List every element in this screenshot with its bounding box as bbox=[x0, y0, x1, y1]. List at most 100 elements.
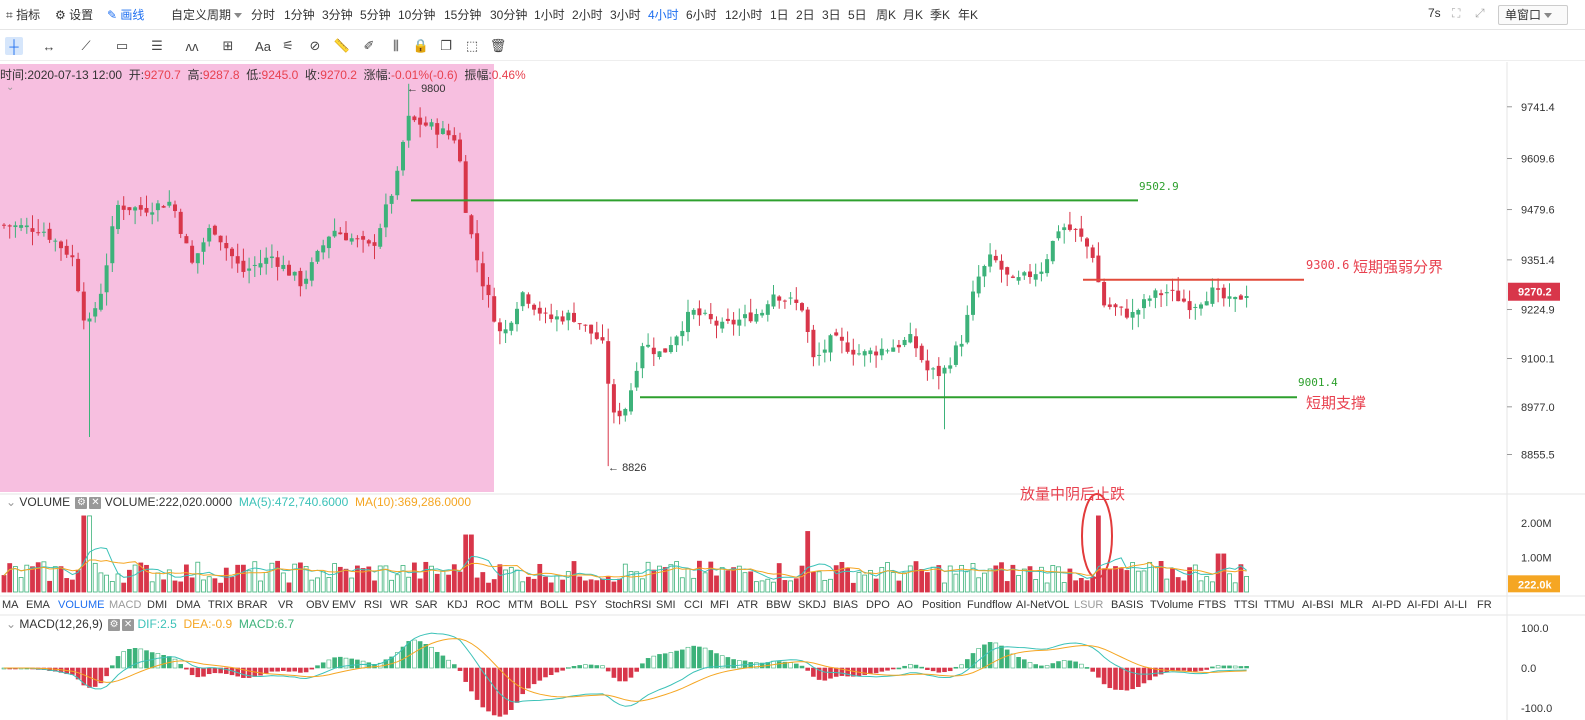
period-4[interactable]: 10分钟 bbox=[398, 8, 436, 22]
period-11[interactable]: 6小时 bbox=[686, 8, 717, 22]
indicator-tab-smi[interactable]: SMI bbox=[656, 599, 676, 611]
indicator-tab-ema[interactable]: EMA bbox=[26, 599, 50, 611]
period-1[interactable]: 1分钟 bbox=[284, 8, 315, 22]
indicator-tab-position[interactable]: Position bbox=[922, 599, 962, 611]
period-19[interactable]: 季K bbox=[930, 8, 951, 22]
indicator-tab-boll[interactable]: BOLL bbox=[540, 599, 569, 611]
period-2[interactable]: 3分钟 bbox=[322, 8, 353, 22]
period-0[interactable]: 分时 bbox=[251, 8, 276, 22]
screenshot-tool-icon[interactable]: ⬚ bbox=[465, 38, 479, 53]
collapse-chevron-icon[interactable]: ⌄ bbox=[6, 82, 15, 93]
lock-tool-icon[interactable]: 🔒 bbox=[412, 38, 430, 53]
trash-icon[interactable]: 🗑 bbox=[489, 38, 507, 53]
candlestick-chart[interactable]: 9741.4 9609.6 9479.6 9351.4 9224.9 9100.1 8977… bbox=[0, 62, 1585, 720]
collapse-chevron-icon[interactable]: ⌄ bbox=[6, 495, 17, 509]
indicator-tab-mtm[interactable]: MTM bbox=[508, 599, 534, 611]
settings-button[interactable]: ⚙ 设置 bbox=[55, 8, 94, 22]
gear-icon[interactable]: ⚙ bbox=[108, 618, 121, 631]
indicator-tab-dmi[interactable]: DMI bbox=[147, 599, 168, 611]
indicator-tab-vr[interactable]: VR bbox=[278, 599, 294, 611]
parallel-lines-tool-icon[interactable]: ☰ bbox=[151, 38, 163, 53]
gear-icon[interactable]: ⚙ bbox=[75, 496, 88, 509]
indicator-tab-obv[interactable]: OBV bbox=[306, 599, 330, 611]
indicator-tab-ao[interactable]: AO bbox=[897, 599, 913, 611]
indicator-tab-bbw[interactable]: BBW bbox=[766, 599, 792, 611]
indicator-tab-trix[interactable]: TRIX bbox=[208, 599, 234, 611]
period-8[interactable]: 2小时 bbox=[572, 8, 603, 22]
indicator-tab-volume[interactable]: VOLUME bbox=[58, 599, 105, 611]
indicator-tab-bias[interactable]: BIAS bbox=[833, 599, 859, 611]
indicator-tab-macd[interactable]: MACD bbox=[109, 599, 142, 611]
indicator-tab-brar[interactable]: BRAR bbox=[237, 599, 268, 611]
indicator-tab-cci[interactable]: CCI bbox=[684, 599, 703, 611]
indicator-tab-skdj[interactable]: SKDJ bbox=[798, 599, 827, 611]
period-10[interactable]: 4小时 bbox=[648, 8, 679, 22]
indicator-tab-emv[interactable]: EMV bbox=[332, 599, 356, 611]
gann-tool-icon[interactable]: ⫼ bbox=[393, 38, 399, 53]
period-13[interactable]: 1日 bbox=[770, 8, 789, 22]
indicator-tab-kdj[interactable]: KDJ bbox=[447, 599, 468, 611]
indicator-tab-mfi[interactable]: MFI bbox=[710, 599, 729, 611]
period-9[interactable]: 3小时 bbox=[610, 8, 641, 22]
period-14[interactable]: 2日 bbox=[796, 8, 815, 22]
copy-tool-icon[interactable]: ❐ bbox=[440, 38, 452, 53]
period-7[interactable]: 1小时 bbox=[534, 8, 565, 22]
indicator-tab-roc[interactable]: ROC bbox=[476, 599, 501, 611]
indicator-tab-mlr[interactable]: MLR bbox=[1340, 599, 1364, 611]
indicator-tab-ai-pd[interactable]: AI-PD bbox=[1372, 599, 1402, 611]
indicator-tab-rsi[interactable]: RSI bbox=[364, 599, 383, 611]
window-mode-select[interactable]: 单窗口 bbox=[1498, 5, 1568, 25]
indicator-tab-ai-bsi[interactable]: AI-BSI bbox=[1302, 599, 1334, 611]
period-5[interactable]: 15分钟 bbox=[444, 8, 482, 22]
indicator-tab-ai-netvol[interactable]: AI-NetVOL bbox=[1016, 599, 1070, 611]
custom-period-dropdown[interactable]: 自定义周期 bbox=[171, 6, 243, 23]
period-12[interactable]: 12小时 bbox=[725, 8, 763, 22]
horizontal-segment-tool-icon[interactable]: ↔ bbox=[42, 38, 56, 54]
indicator-tab-basis[interactable]: BASIS bbox=[1111, 599, 1144, 611]
close-icon[interactable]: ✕ bbox=[122, 618, 135, 631]
indicator-tab-ai-li[interactable]: AI-LI bbox=[1444, 599, 1468, 611]
indicator-tab-tvolume[interactable]: TVolume bbox=[1150, 599, 1194, 611]
indicator-tab-fr[interactable]: FR bbox=[1477, 599, 1492, 611]
indicator-tab-ai-fdi[interactable]: AI-FDI bbox=[1407, 599, 1439, 611]
text-tool-icon[interactable]: Aa bbox=[255, 38, 271, 54]
period-17[interactable]: 周K bbox=[876, 8, 897, 22]
indicator-tab-ttmu[interactable]: TTMU bbox=[1264, 599, 1295, 611]
measure-tool-icon[interactable]: ⊞ bbox=[222, 38, 234, 53]
wave-tool-icon[interactable]: ʌʌ bbox=[185, 38, 199, 54]
fullscreen-icon[interactable]: ⛶ bbox=[1452, 6, 1461, 20]
magnet-tool-icon[interactable]: ⊘ bbox=[309, 38, 321, 53]
fib-tool-icon[interactable]: ⚟ bbox=[282, 38, 294, 53]
period-6[interactable]: 30分钟 bbox=[490, 8, 528, 22]
expand-icon[interactable]: ⤢ bbox=[1475, 6, 1485, 20]
macd-bar-155 bbox=[885, 667, 890, 671]
indicator-tab-sar[interactable]: SAR bbox=[415, 599, 438, 611]
period-18[interactable]: 月K bbox=[903, 8, 924, 22]
indicator-tab-psy[interactable]: PSY bbox=[575, 599, 598, 611]
volume-bar-139 bbox=[793, 578, 799, 593]
indicator-tab-stochrsi[interactable]: StochRSI bbox=[605, 599, 652, 611]
collapse-chevron-icon[interactable]: ⌄ bbox=[6, 617, 17, 631]
indicator-tab-dma[interactable]: DMA bbox=[176, 599, 201, 611]
indicator-tab-ftbs[interactable]: FTBS bbox=[1198, 599, 1227, 611]
period-3[interactable]: 5分钟 bbox=[360, 8, 391, 22]
indicator-tab-atr[interactable]: ATR bbox=[737, 599, 759, 611]
close-icon[interactable]: ✕ bbox=[89, 496, 102, 509]
ruler-tool-icon[interactable]: 📏 bbox=[333, 38, 351, 53]
indicator-tab-wr[interactable]: WR bbox=[390, 599, 409, 611]
indicator-tab-dpo[interactable]: DPO bbox=[866, 599, 890, 611]
period-20[interactable]: 年K bbox=[958, 8, 979, 22]
rectangle-tool-icon[interactable]: ▭ bbox=[115, 38, 129, 53]
candle-17 bbox=[98, 293, 103, 310]
indicator-tab-ttsi[interactable]: TTSI bbox=[1234, 599, 1258, 611]
period-16[interactable]: 5日 bbox=[848, 8, 867, 22]
indicator-tab-ma[interactable]: MA bbox=[2, 599, 19, 611]
trend-line-tool-icon[interactable]: ⟋ bbox=[81, 38, 91, 53]
indicator-button[interactable]: ⌗ 指标 bbox=[6, 8, 41, 22]
indicator-tab-fundflow[interactable]: Fundflow bbox=[967, 599, 1012, 611]
crosshair-tool-icon[interactable]: ┼ bbox=[5, 37, 23, 55]
draw-button[interactable]: ✎ 画线 bbox=[107, 8, 145, 22]
period-15[interactable]: 3日 bbox=[822, 8, 841, 22]
indicator-tab-lsur[interactable]: LSUR bbox=[1074, 599, 1104, 611]
pencil-tool-icon[interactable]: ✐ bbox=[363, 38, 375, 53]
